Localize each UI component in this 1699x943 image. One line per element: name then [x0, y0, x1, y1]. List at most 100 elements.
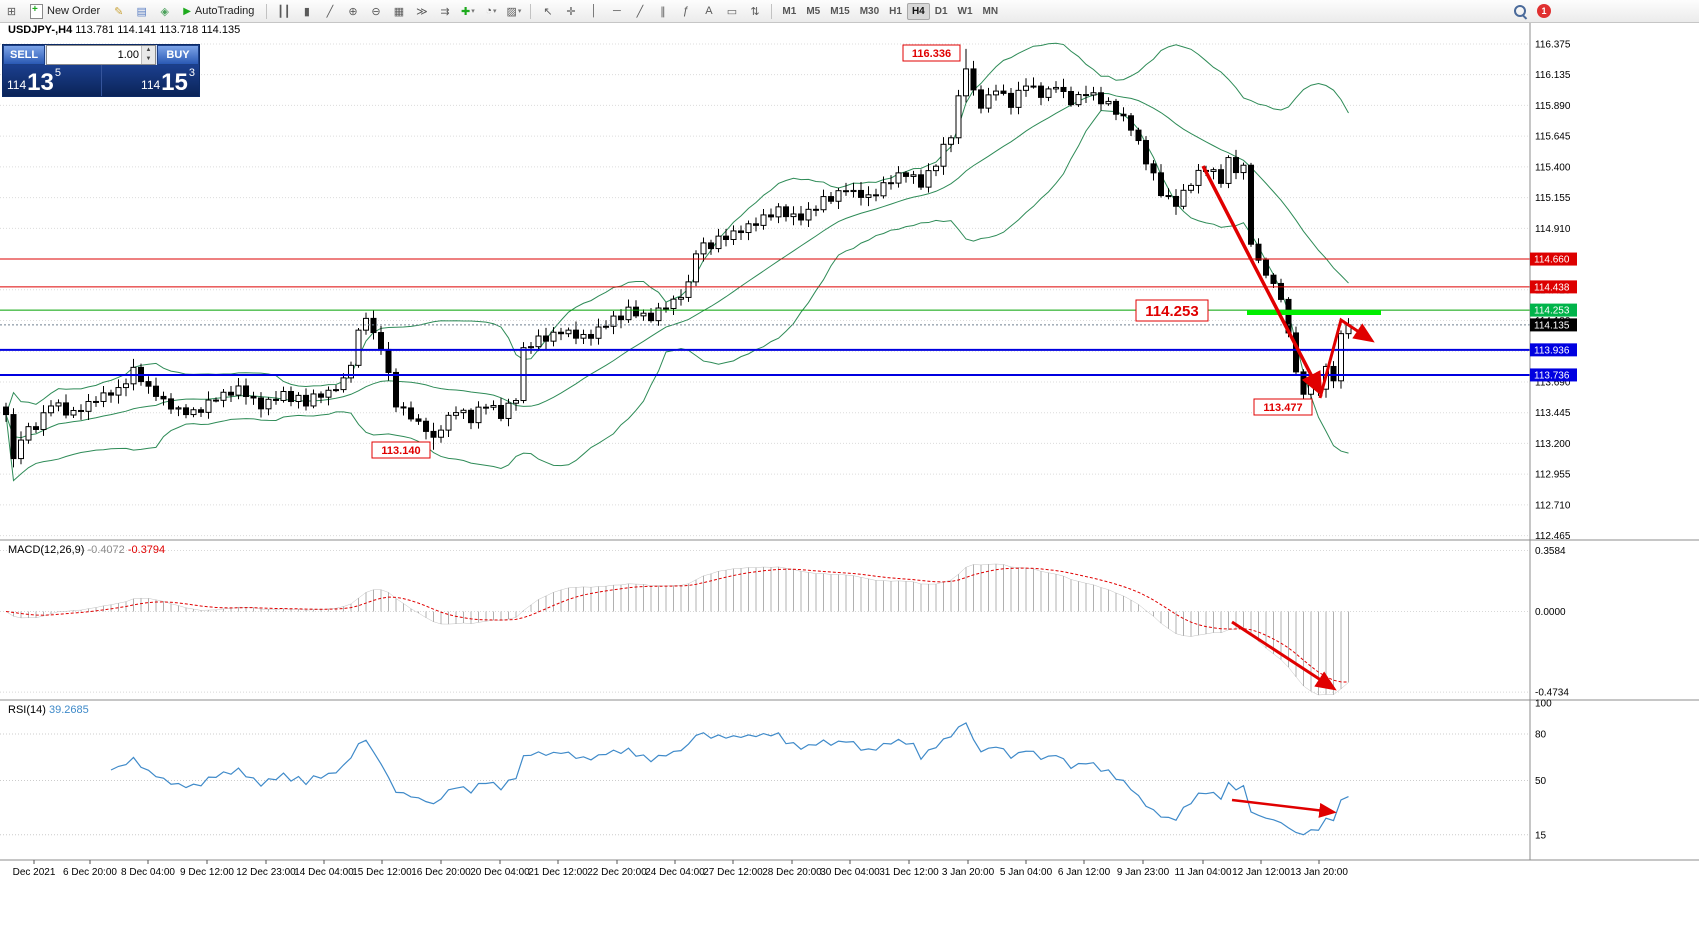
svg-text:6 Jan 12:00: 6 Jan 12:00 — [1058, 867, 1111, 878]
timeframe-d1[interactable]: D1 — [930, 3, 953, 20]
volume-input[interactable] — [47, 46, 141, 64]
annotation-label-114.253[interactable]: 114.253 — [1135, 299, 1209, 322]
svg-text:-0.4734: -0.4734 — [1535, 688, 1569, 699]
timeframe-m30[interactable]: M30 — [855, 3, 884, 20]
svg-text:Dec 2021: Dec 2021 — [13, 867, 56, 878]
annotation-label-116.336[interactable]: 116.336 — [902, 44, 961, 62]
svg-text:115.890: 115.890 — [1535, 101, 1571, 112]
new-order-icon — [30, 3, 43, 19]
trend-arrow-4[interactable] — [1231, 798, 1337, 818]
buy-price[interactable]: 114 15 3 — [100, 65, 200, 96]
support-zone-bar[interactable] — [1247, 310, 1381, 315]
svg-text:115.645: 115.645 — [1535, 132, 1571, 143]
svg-text:116.135: 116.135 — [1535, 70, 1571, 81]
svg-text:113.936: 113.936 — [1534, 345, 1570, 356]
toolbar-separator — [266, 3, 268, 19]
quick-icons-group: ✎ ▤ ◈ — [107, 0, 176, 22]
one-click-trading-panel: SELL ▲ ▼ BUY 114 13 5 114 15 3 — [2, 44, 200, 97]
svg-text:114.253: 114.253 — [1534, 306, 1570, 317]
timeframe-w1[interactable]: W1 — [953, 3, 978, 20]
svg-text:114.135: 114.135 — [1534, 320, 1570, 331]
indicators-icon[interactable]: ✚ — [458, 2, 477, 21]
toolbar: ⊞ New Order ✎ ▤ ◈ ▶ AutoTrading ┃┃ ▮ ╱ ⊕ ⊖ ▦ ≫ ⇉ ✚… — [0, 0, 1699, 23]
sell-button[interactable]: SELL — [3, 45, 46, 65]
volume-decrease-button[interactable]: ▼ — [142, 55, 155, 64]
candlestick-chart-icon[interactable]: ▮ — [303, 5, 310, 18]
new-order-label: New Order — [47, 5, 101, 17]
sell-price-big: 13 — [27, 69, 54, 96]
cursor-icon[interactable]: ↖ — [543, 5, 553, 18]
notification-badge[interactable]: 1 — [1537, 4, 1551, 18]
chart-window-icon[interactable]: ⊞ — [6, 5, 17, 18]
svg-text:113.477: 113.477 — [1263, 402, 1302, 414]
arrows-icon[interactable]: ⇅ — [750, 5, 760, 18]
metaeditor-icon[interactable]: ✎ — [114, 5, 124, 18]
periods-icon[interactable]: ◔ — [481, 2, 500, 21]
annotation-label-113.477[interactable]: 113.477 — [1253, 398, 1313, 416]
svg-text:14 Dec 04:00: 14 Dec 04:00 — [294, 867, 354, 878]
tile-windows-icon[interactable]: ▦ — [393, 5, 405, 18]
timeframe-h4[interactable]: H4 — [906, 2, 930, 20]
vertical-line-icon[interactable]: │ — [590, 5, 598, 17]
bid-price-tag: 114.135 — [1530, 318, 1577, 332]
navigator-icon[interactable]: ◈ — [160, 5, 169, 18]
timeframe-mn[interactable]: MN — [978, 3, 1004, 20]
draw-tools-group: ↖ ✛ │ ─ ╱ ∥ ƒ A ▭ ⇅ — [536, 0, 766, 22]
buy-button[interactable]: BUY — [157, 45, 199, 65]
timeframe-m5[interactable]: M5 — [801, 3, 825, 20]
chart-area[interactable]: 116.375 116.135 115.890 115.645 115.400 115.1… — [0, 22, 1699, 943]
bollinger-middle-band — [5, 92, 1349, 439]
line-chart-icon[interactable]: ╱ — [326, 5, 334, 18]
svg-text:112.710: 112.710 — [1535, 500, 1571, 511]
fibonacci-icon[interactable]: ƒ — [682, 5, 689, 17]
svg-text:116.375: 116.375 — [1535, 39, 1571, 50]
timeframe-m1[interactable]: M1 — [777, 3, 801, 20]
macd-histogram — [5, 563, 1349, 696]
annotation-label-113.140[interactable]: 113.140 — [371, 441, 431, 459]
autotrading-button[interactable]: ▶ AutoTrading — [176, 2, 261, 20]
trend-arrow-2[interactable] — [1318, 317, 1375, 399]
buy-price-base: 114 — [141, 78, 161, 92]
svg-text:113.736: 113.736 — [1534, 370, 1570, 381]
svg-text:0.3584: 0.3584 — [1535, 546, 1566, 557]
equidistant-channel-icon[interactable]: ∥ — [660, 5, 666, 18]
zoom-out-icon[interactable]: ⊖ — [371, 5, 381, 18]
sell-price[interactable]: 114 13 5 — [3, 65, 101, 96]
price-tag-114.660: 114.660 — [1530, 252, 1577, 266]
data-window-icon[interactable]: ▤ — [136, 5, 147, 18]
crosshair-icon[interactable]: ✛ — [566, 5, 576, 18]
svg-text:114.660: 114.660 — [1534, 255, 1570, 266]
svg-text:28 Dec 20:00: 28 Dec 20:00 — [762, 867, 822, 878]
templates-icon[interactable]: ▨ — [504, 2, 523, 21]
price-tag-113.936: 113.936 — [1530, 343, 1577, 357]
macd-label: MACD(12,26,9) -0.4072 -0.3794 — [8, 544, 165, 556]
bar-chart-icon[interactable]: ┃┃ — [277, 5, 291, 18]
svg-text:113.200: 113.200 — [1535, 439, 1571, 450]
timeframe-m15[interactable]: M15 — [825, 3, 854, 20]
buy-price-sup: 3 — [188, 67, 195, 79]
chart-shift-icon[interactable]: ⇉ — [440, 5, 450, 18]
volume-increase-button[interactable]: ▲ — [142, 46, 155, 55]
trendline-icon[interactable]: ╱ — [636, 5, 644, 18]
trend-arrow-3[interactable] — [1231, 620, 1337, 691]
horizontal-line-icon[interactable]: ─ — [613, 5, 621, 17]
svg-text:13 Jan 20:00: 13 Jan 20:00 — [1290, 867, 1348, 878]
text-icon[interactable]: A — [705, 5, 713, 17]
svg-text:20 Dec 04:00: 20 Dec 04:00 — [470, 867, 530, 878]
buy-price-big: 15 — [161, 69, 188, 96]
svg-text:80: 80 — [1535, 730, 1547, 741]
sell-price-base: 114 — [7, 78, 27, 92]
price-tag-113.736: 113.736 — [1530, 368, 1577, 382]
svg-text:114.438: 114.438 — [1534, 282, 1570, 293]
timeframe-h1[interactable]: H1 — [884, 3, 907, 20]
svg-text:12 Dec 23:00: 12 Dec 23:00 — [236, 867, 296, 878]
chart-tools-group: ┃┃ ▮ ╱ ⊕ ⊖ ▦ ≫ ⇉ ✚◔▨ — [272, 0, 525, 22]
search-icon[interactable] — [1513, 4, 1528, 20]
auto-scroll-icon[interactable]: ≫ — [416, 5, 428, 18]
trend-arrow-1[interactable] — [1201, 165, 1323, 397]
text-label-icon[interactable]: ▭ — [726, 5, 738, 18]
svg-text:112.955: 112.955 — [1535, 470, 1571, 481]
new-order-button[interactable]: New Order — [23, 2, 107, 20]
zoom-in-icon[interactable]: ⊕ — [348, 5, 358, 18]
svg-text:22 Dec 20:00: 22 Dec 20:00 — [587, 867, 647, 878]
